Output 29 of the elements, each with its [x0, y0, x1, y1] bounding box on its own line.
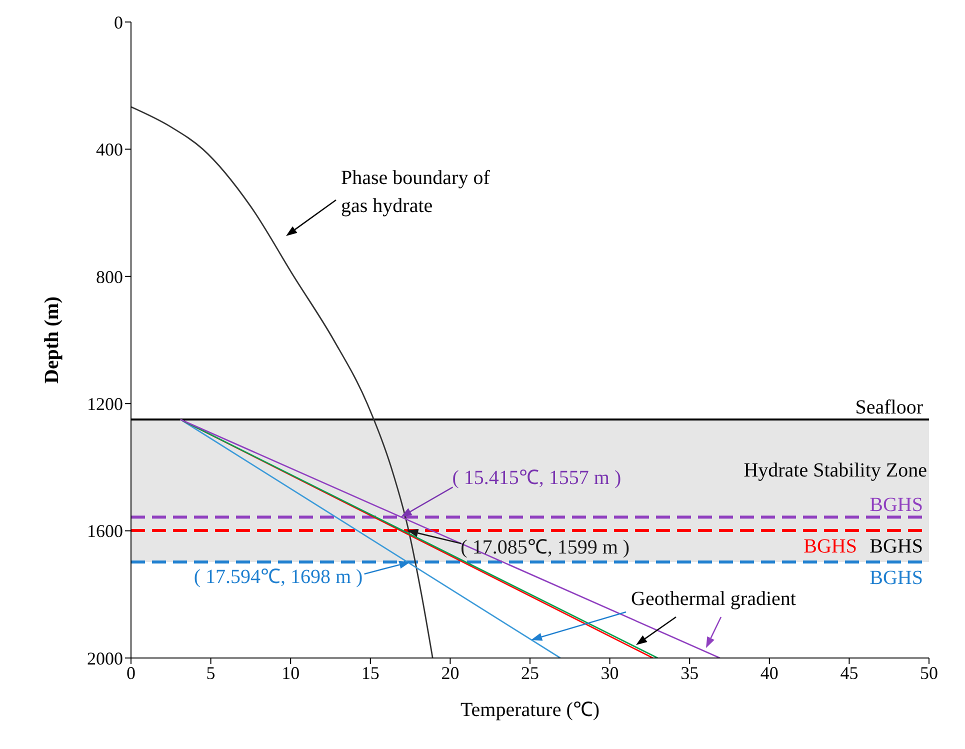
annotation: Phase boundary of gas hydrate [341, 167, 490, 217]
x-tick-label: 5 [206, 662, 216, 683]
band-label: Hydrate Stability Zone [744, 459, 928, 482]
x-tick-label: 45 [840, 662, 858, 683]
x-tick-label: 20 [441, 662, 460, 683]
ref-line-label: BGHS [804, 535, 857, 558]
y-tick-label: 0 [114, 12, 123, 32]
y-tick-label: 1200 [87, 394, 123, 414]
x-tick-label: 50 [920, 662, 938, 683]
y-tick-label: 400 [96, 140, 123, 160]
ref-line-label: Seafloor [855, 396, 924, 418]
x-tick-label: 10 [282, 662, 300, 683]
y-tick-label: 2000 [87, 648, 123, 668]
y-tick-label: 1600 [87, 521, 123, 542]
y-axis-title: Depth (m) [41, 296, 64, 384]
y-tick-label: 800 [96, 266, 123, 287]
ref-line-label: BGHS [870, 566, 923, 589]
annotation: Geothermal gradient [631, 588, 796, 610]
x-tick-label: 30 [600, 662, 619, 683]
x-tick-label: 15 [361, 662, 380, 683]
x-tick-label: 0 [126, 662, 136, 683]
x-tick-label: 35 [680, 662, 699, 683]
annotation: BGHS [870, 535, 923, 558]
x-tick-label: 25 [521, 662, 539, 683]
annotation: ( 17.594℃, 1698 m ) [194, 566, 363, 588]
annotation: ( 15.415℃, 1557 m ) [452, 467, 622, 490]
ref-line-label: BGHS [870, 494, 923, 516]
x-axis-title: Temperature (℃) [460, 699, 600, 721]
x-tick-label: 40 [760, 662, 778, 683]
